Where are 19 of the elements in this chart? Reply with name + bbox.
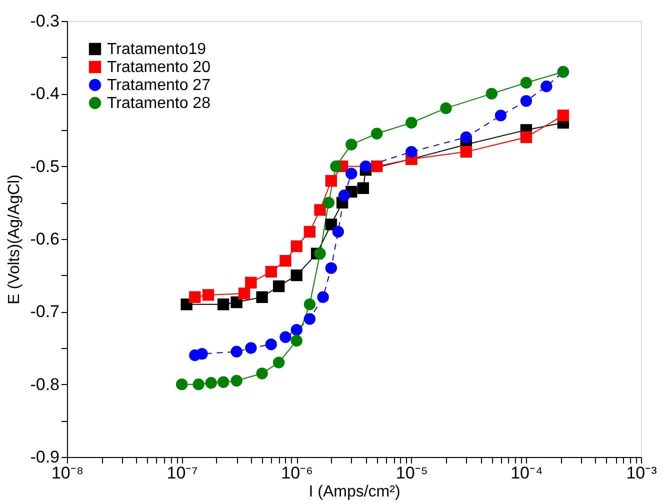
y-tick-label: -0.9 <box>30 448 60 466</box>
x-tick-label: 10⁻⁵ <box>396 464 428 482</box>
legend-label: Tratamento 20 <box>107 59 211 76</box>
x-tick-label: 10⁻³ <box>626 464 658 482</box>
x-tick-label: 10⁻⁴ <box>510 464 543 482</box>
y-tick-label: -0.7 <box>30 302 60 322</box>
legend-label: Tratamento 27 <box>107 77 211 94</box>
legend-label: Tratamento 28 <box>107 95 211 112</box>
y-tick-label: -0.5 <box>30 156 60 176</box>
x-tick-label: 10⁻⁸ <box>51 464 84 482</box>
y-tick-label: -0.8 <box>30 374 60 394</box>
x-tick-label: 10⁻⁶ <box>281 464 314 482</box>
y-tick-label: -0.3 <box>30 12 60 30</box>
y-axis-title: E (Volts)(Ag/AgCl) <box>6 174 24 304</box>
y-tick-label: -0.6 <box>30 230 60 248</box>
x-tick-label: 10⁻⁷ <box>166 464 198 482</box>
legend-label: Tratamento19 <box>107 41 206 58</box>
y-tick-label: -0.4 <box>30 84 60 104</box>
x-axis-title: I (Amps/cm²) <box>308 484 400 500</box>
